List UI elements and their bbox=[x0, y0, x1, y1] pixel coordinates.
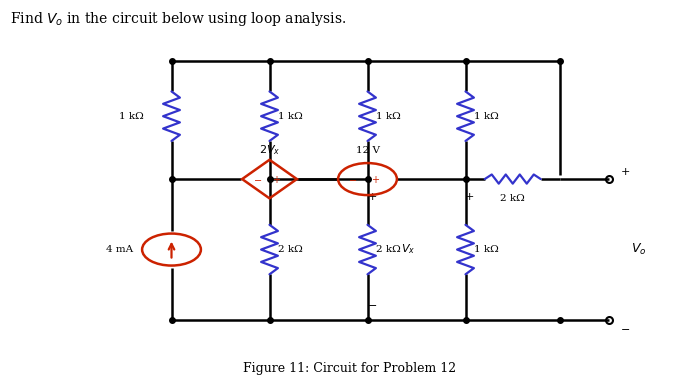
Text: $-$: $-$ bbox=[368, 299, 377, 309]
Text: 1 kΩ: 1 kΩ bbox=[119, 112, 144, 121]
Text: Find $V_o$ in the circuit below using loop analysis.: Find $V_o$ in the circuit below using lo… bbox=[10, 10, 346, 27]
Text: $-$: $-$ bbox=[253, 174, 262, 184]
Text: 2 kΩ: 2 kΩ bbox=[278, 245, 302, 254]
Text: 2 kΩ: 2 kΩ bbox=[500, 194, 525, 203]
Text: 1 kΩ: 1 kΩ bbox=[474, 245, 498, 254]
Text: $+$: $+$ bbox=[464, 190, 474, 202]
Text: $2V_x$: $2V_x$ bbox=[259, 143, 280, 157]
Text: 1 kΩ: 1 kΩ bbox=[278, 112, 302, 121]
Text: $V_x$: $V_x$ bbox=[401, 243, 415, 256]
Text: 2 kΩ: 2 kΩ bbox=[376, 245, 400, 254]
Text: $+$: $+$ bbox=[272, 174, 281, 184]
Text: $-$: $-$ bbox=[348, 174, 357, 184]
Text: $+$: $+$ bbox=[371, 174, 380, 184]
Text: 1 kΩ: 1 kΩ bbox=[474, 112, 498, 121]
Text: $+$: $+$ bbox=[368, 190, 377, 202]
Text: $+$: $+$ bbox=[620, 166, 630, 177]
Text: Figure 11: Circuit for Problem 12: Figure 11: Circuit for Problem 12 bbox=[244, 362, 456, 375]
Text: $V_o$: $V_o$ bbox=[631, 242, 647, 257]
Text: 4 mA: 4 mA bbox=[106, 245, 133, 254]
Text: 12 V: 12 V bbox=[356, 146, 379, 155]
Text: 1 kΩ: 1 kΩ bbox=[376, 112, 400, 121]
Text: $-$: $-$ bbox=[620, 323, 629, 333]
